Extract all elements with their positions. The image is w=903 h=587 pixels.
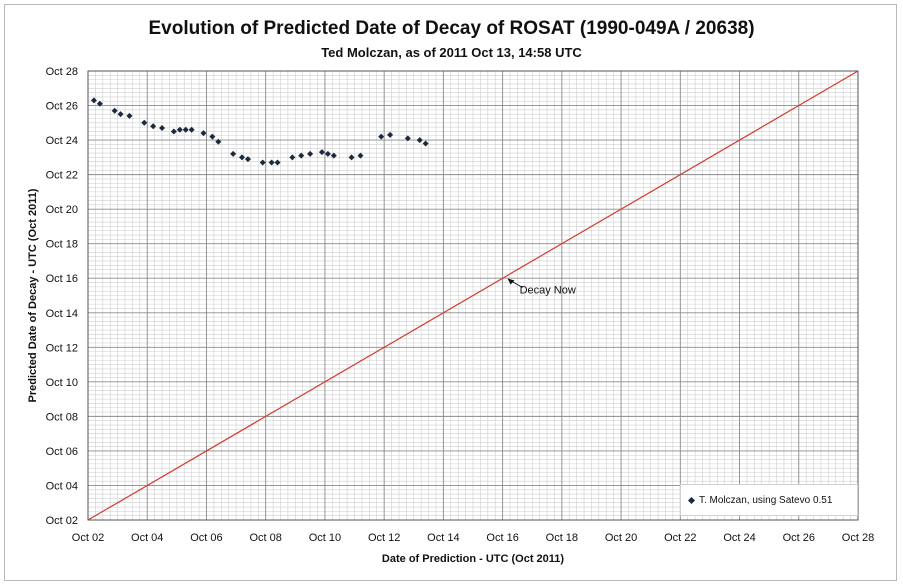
y-tick-label: Oct 28 xyxy=(46,66,78,78)
data-point xyxy=(90,97,97,104)
x-tick-label: Oct 18 xyxy=(546,532,578,544)
data-point xyxy=(200,130,207,137)
data-point xyxy=(268,159,275,166)
x-tick-label: Oct 14 xyxy=(427,532,459,544)
legend-entry-label: T. Molczan, using Satevo 0.51 xyxy=(699,494,833,506)
x-tick-label: Oct 22 xyxy=(664,532,696,544)
data-point xyxy=(404,135,411,142)
x-tick-label: Oct 24 xyxy=(723,532,755,544)
data-point xyxy=(126,112,133,119)
y-tick-label: Oct 06 xyxy=(46,446,78,458)
y-tick-label: Oct 26 xyxy=(46,101,78,113)
annotation-layer: Decay Now xyxy=(507,278,576,297)
y-tick-label: Oct 10 xyxy=(46,377,78,389)
data-point xyxy=(170,128,177,135)
series-layer xyxy=(87,70,859,521)
data-point xyxy=(330,152,337,159)
legend: T. Molczan, using Satevo 0.51 xyxy=(680,484,858,516)
data-point xyxy=(96,100,103,107)
y-axis-ticks: Oct 02 Oct 04 Oct 06 Oct 08 Oct 10 Oct 12 Oct … xyxy=(46,66,78,527)
y-tick-label: Oct 02 xyxy=(46,515,78,527)
y-tick-label: Oct 24 xyxy=(46,135,78,147)
x-tick-label: Oct 10 xyxy=(309,532,341,544)
data-point xyxy=(307,150,314,157)
y-tick-label: Oct 20 xyxy=(46,204,78,216)
x-tick-label: Oct 12 xyxy=(368,532,400,544)
chart-subtitle: Ted Molczan, as of 2011 Oct 13, 14:58 UT… xyxy=(321,45,582,60)
x-tick-label: Oct 20 xyxy=(605,532,637,544)
data-point xyxy=(141,119,148,126)
data-point xyxy=(298,152,305,159)
data-point xyxy=(324,150,331,157)
y-tick-label: Oct 22 xyxy=(46,170,78,182)
data-point xyxy=(176,126,183,133)
data-point xyxy=(117,111,124,118)
data-point xyxy=(230,150,237,157)
x-axis-ticks: Oct 02 Oct 04 Oct 06 Oct 08 Oct 10 Oct 12 Oct … xyxy=(72,532,874,544)
minor-grid xyxy=(88,71,858,520)
y-tick-label: Oct 16 xyxy=(46,273,78,285)
y-tick-label: Oct 04 xyxy=(46,480,78,492)
x-tick-label: Oct 08 xyxy=(249,532,281,544)
data-point xyxy=(357,152,364,159)
chart-title: Evolution of Predicted Date of Decay of … xyxy=(148,18,755,39)
x-tick-label: Oct 06 xyxy=(190,532,222,544)
data-point xyxy=(239,154,245,161)
x-tick-label: Oct 04 xyxy=(131,532,163,544)
y-tick-label: Oct 12 xyxy=(46,342,78,354)
data-point xyxy=(182,126,189,133)
y-tick-label: Oct 14 xyxy=(46,308,78,320)
data-point xyxy=(289,154,296,161)
x-tick-label: Oct 02 xyxy=(72,532,104,544)
data-point xyxy=(259,159,266,166)
data-point xyxy=(111,107,118,114)
data-point xyxy=(318,149,325,156)
data-point xyxy=(209,133,216,140)
data-point xyxy=(150,123,157,130)
x-tick-label: Oct 28 xyxy=(842,532,874,544)
y-axis-label: Predicted Date of Decay - UTC (Oct 2011) xyxy=(27,188,39,402)
legend-marker-diamond xyxy=(687,496,696,504)
data-point xyxy=(244,156,251,163)
data-point xyxy=(422,140,429,147)
data-point xyxy=(387,131,394,138)
data-point xyxy=(274,159,281,166)
annotation-arrowhead xyxy=(507,278,515,285)
data-point xyxy=(348,154,355,161)
y-tick-label: Oct 18 xyxy=(46,239,78,251)
data-point xyxy=(188,126,195,133)
annotation-decay-now: Decay Now xyxy=(520,285,576,297)
data-point xyxy=(378,133,385,140)
y-tick-label: Oct 08 xyxy=(46,411,78,423)
data-point xyxy=(159,124,166,131)
data-point xyxy=(215,138,222,145)
data-point xyxy=(416,137,423,144)
x-axis-label: Date of Prediction - UTC (Oct 2011) xyxy=(382,553,564,565)
x-tick-label: Oct 16 xyxy=(486,532,518,544)
plot-area-border xyxy=(87,70,859,521)
x-tick-label: Oct 26 xyxy=(783,532,815,544)
decay-now-line xyxy=(87,70,859,521)
